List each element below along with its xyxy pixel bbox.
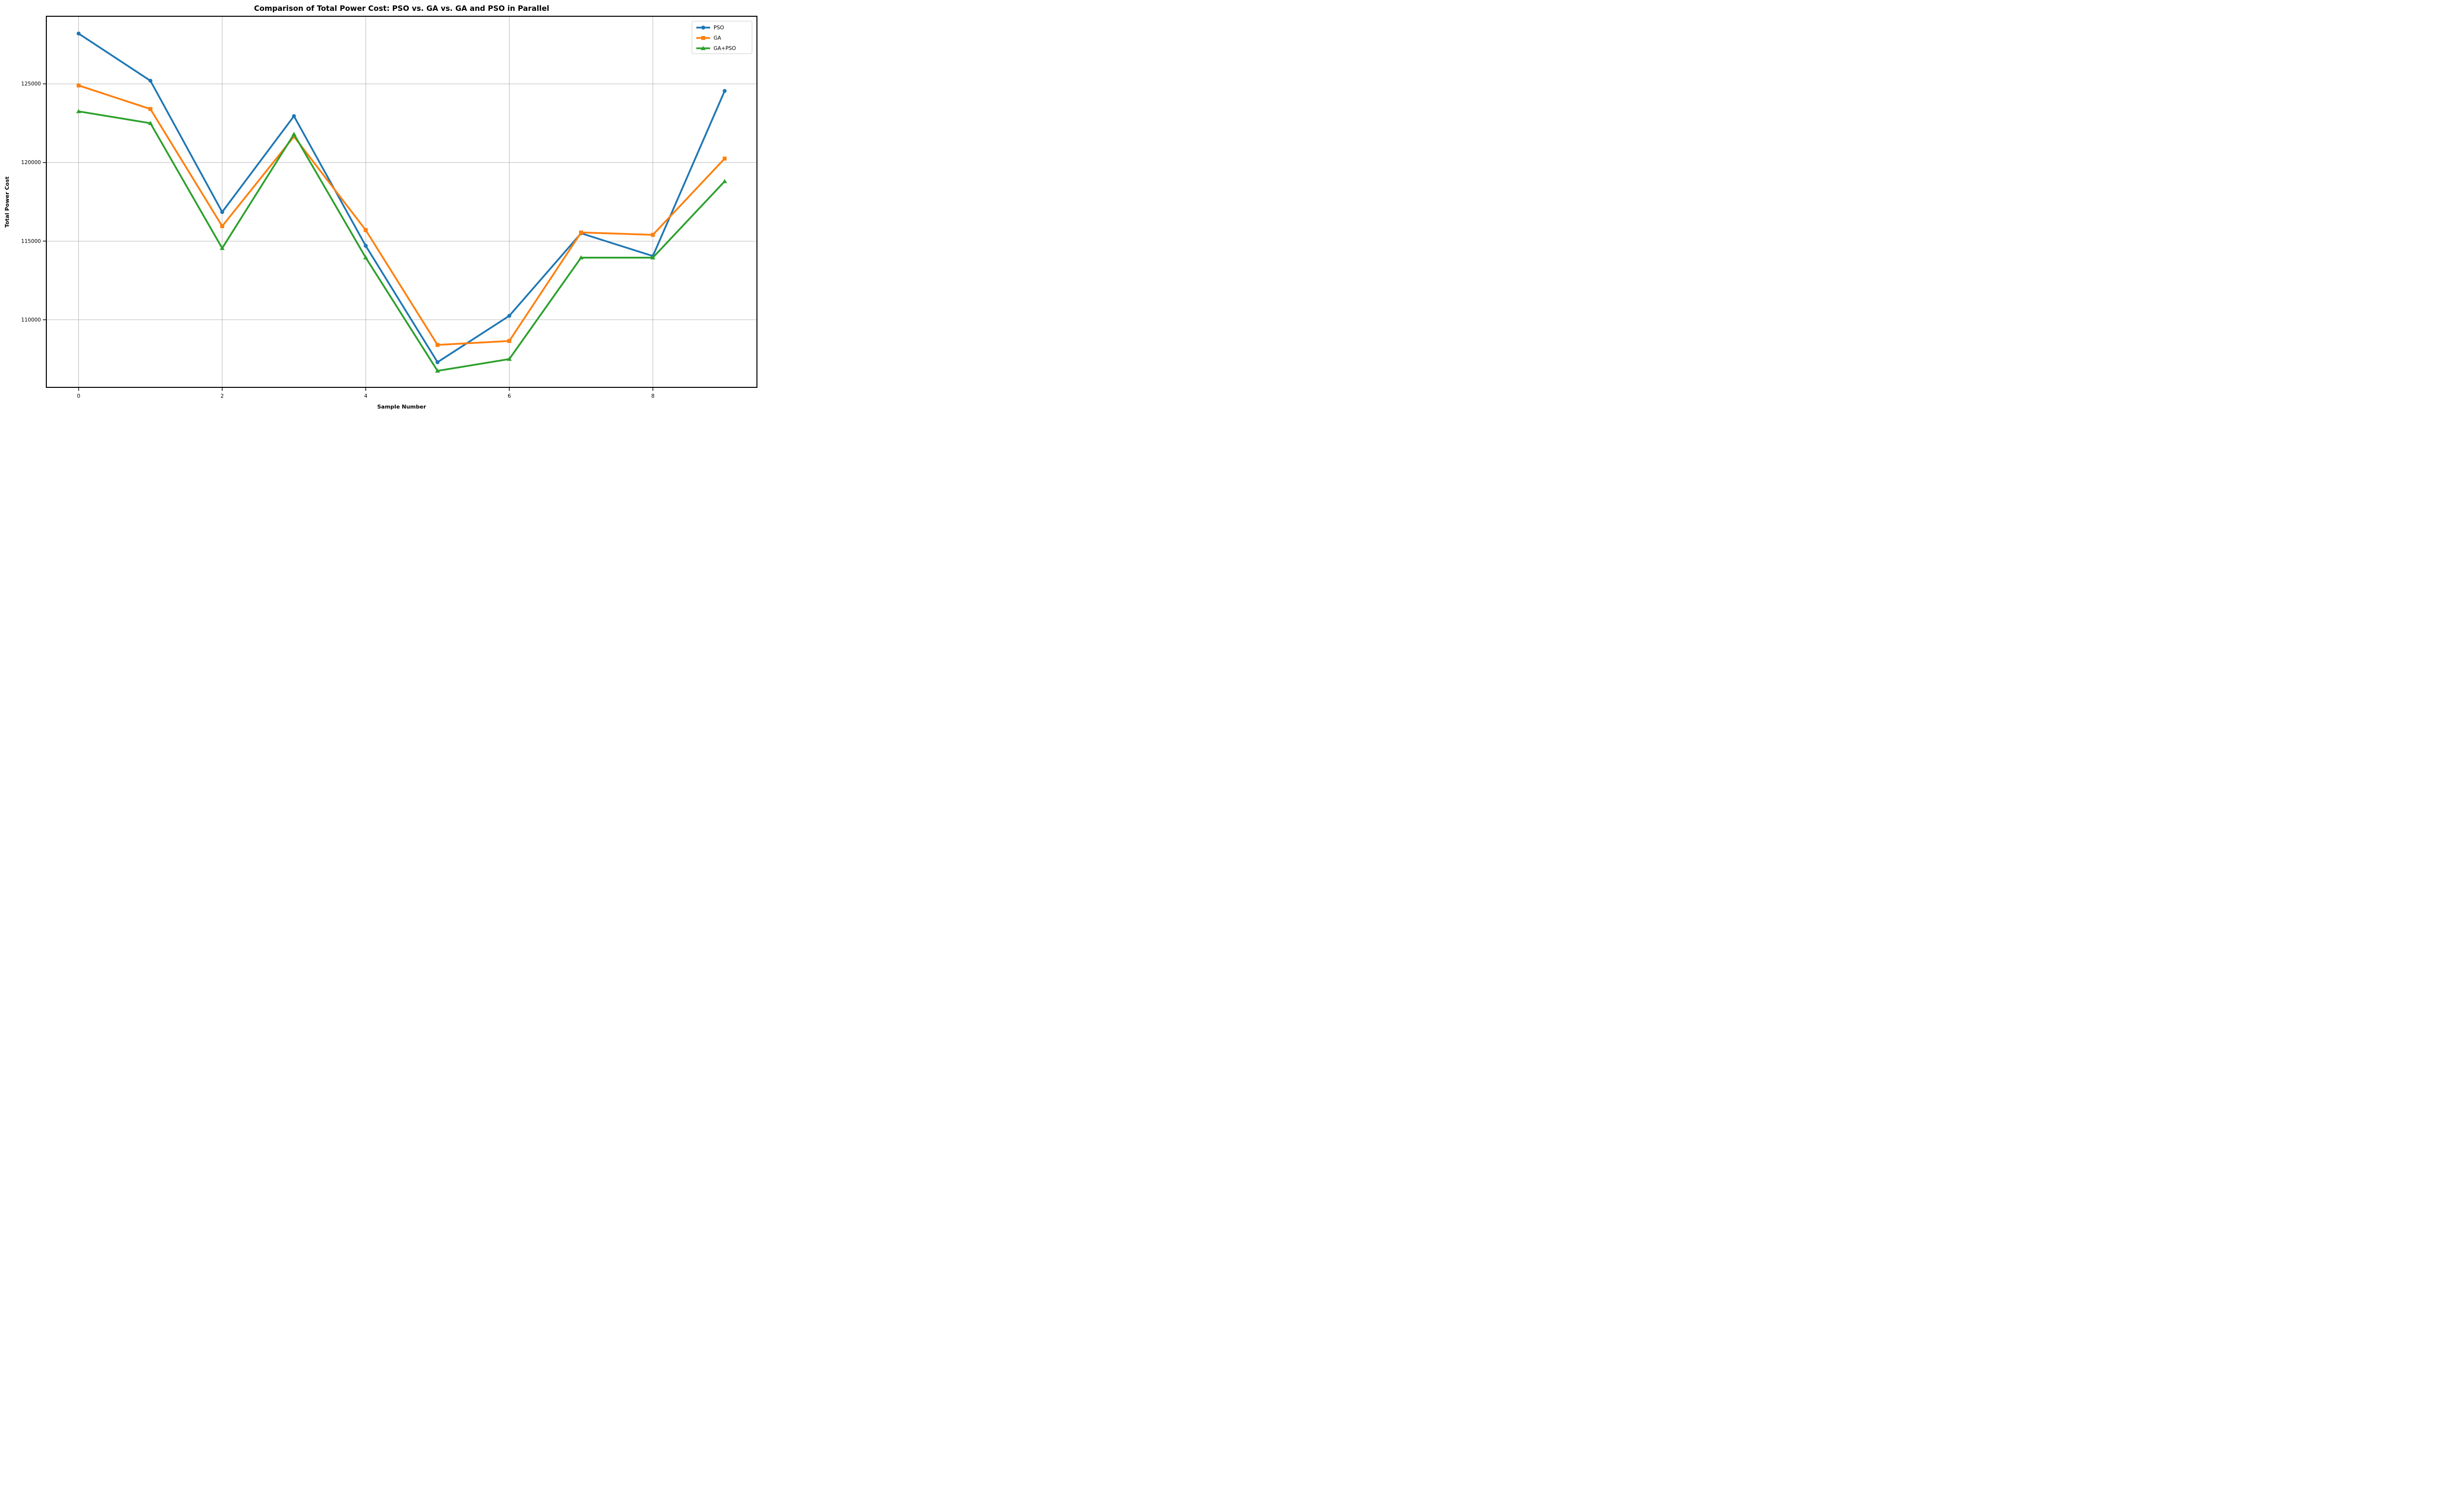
data-point-marker (722, 89, 727, 93)
data-point-marker (701, 46, 706, 50)
x-axis-label: Sample Number (377, 404, 427, 410)
data-point-marker (291, 132, 297, 136)
legend-label: GA+PSO (714, 46, 736, 52)
data-series (76, 32, 727, 373)
x-tick-label: 0 (77, 393, 80, 399)
data-point-marker (579, 230, 583, 235)
data-point-marker (76, 109, 81, 113)
data-point-marker (292, 114, 296, 118)
series-line (77, 84, 726, 346)
legend-label: GA (714, 35, 721, 41)
data-point-marker (507, 339, 512, 343)
x-tick-label: 6 (508, 393, 511, 399)
y-axis-label: Total Power Cost (4, 176, 10, 228)
data-point-marker (435, 360, 440, 364)
data-point-marker (507, 313, 512, 318)
legend: PSO GA GA+PSO (691, 21, 753, 54)
x-tick-label: 4 (364, 393, 368, 399)
data-point-marker (220, 210, 224, 214)
y-tick-label: 120000 (21, 160, 41, 166)
data-point-marker (76, 32, 81, 36)
data-point-marker (650, 233, 655, 237)
series-line (77, 110, 726, 372)
data-point-marker (722, 179, 727, 183)
chart-title: Comparison of Total Power Cost: PSO vs. … (254, 4, 549, 13)
line-chart-figure: 110000 115000 120000 125000 0 2 4 6 8 Comparison… (0, 0, 772, 412)
data-point-marker (435, 343, 440, 347)
data-point-marker (148, 78, 153, 83)
data-point-marker (220, 224, 224, 228)
data-point-marker (76, 83, 81, 88)
data-point-marker (507, 356, 512, 361)
x-tick-label: 2 (221, 393, 224, 399)
data-point-marker (579, 255, 584, 260)
axis-ticks: 110000 115000 120000 125000 0 2 4 6 8 (21, 81, 654, 399)
data-point-marker (650, 255, 655, 260)
data-point-marker (722, 156, 727, 161)
legend-box (691, 21, 753, 54)
series-ga (76, 83, 727, 347)
data-point-marker (701, 26, 705, 30)
y-tick-label: 125000 (21, 81, 41, 87)
data-point-marker (148, 107, 153, 111)
data-point-marker (363, 255, 369, 260)
data-point-marker (701, 36, 705, 40)
gridlines (46, 16, 757, 387)
y-tick-label: 110000 (21, 317, 41, 323)
data-point-marker (292, 135, 296, 139)
y-tick-label: 115000 (21, 239, 41, 244)
data-point-marker (435, 368, 440, 373)
data-point-marker (148, 121, 153, 125)
data-point-marker (219, 245, 225, 250)
legend-label: PSO (714, 25, 724, 31)
data-point-marker (364, 228, 368, 232)
plot-border (46, 16, 757, 388)
x-tick-label: 8 (651, 393, 654, 399)
series-line (77, 33, 726, 363)
data-point-marker (364, 243, 368, 248)
series-ga+pso (76, 109, 727, 373)
comparison-line-chart: 110000 115000 120000 125000 0 2 4 6 8 Comparison… (4, 4, 757, 410)
